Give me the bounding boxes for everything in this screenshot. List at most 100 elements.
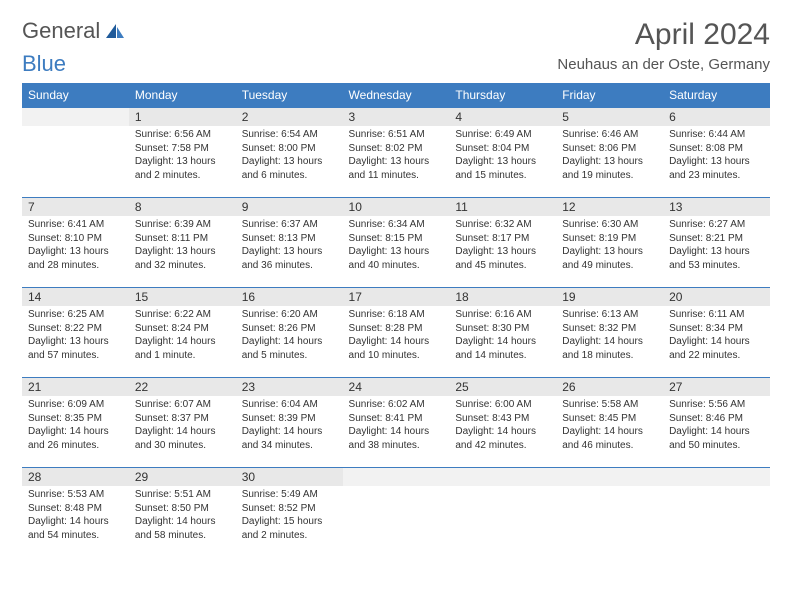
day-number: 28 (22, 467, 129, 486)
sunset-text: Sunset: 8:39 PM (242, 412, 337, 426)
day-number: 1 (129, 107, 236, 126)
day-number: 23 (236, 377, 343, 396)
day-number-empty (663, 467, 770, 486)
location: Neuhaus an der Oste, Germany (557, 56, 770, 73)
day-details: Sunrise: 6:41 AMSunset: 8:10 PMDaylight:… (22, 216, 129, 276)
day-details: Sunrise: 6:25 AMSunset: 8:22 PMDaylight:… (22, 306, 129, 366)
day-details: Sunrise: 6:07 AMSunset: 8:37 PMDaylight:… (129, 396, 236, 456)
daylight-text: Daylight: 13 hours and 28 minutes. (28, 245, 123, 272)
sunrise-text: Sunrise: 6:51 AM (349, 128, 444, 142)
daylight-text: Daylight: 13 hours and 6 minutes. (242, 155, 337, 182)
sunrise-text: Sunrise: 6:39 AM (135, 218, 230, 232)
weekday-header: Tuesday (236, 83, 343, 107)
day-number: 10 (343, 197, 450, 216)
day-number: 21 (22, 377, 129, 396)
daylight-text: Daylight: 14 hours and 5 minutes. (242, 335, 337, 362)
sunrise-text: Sunrise: 6:04 AM (242, 398, 337, 412)
day-number: 27 (663, 377, 770, 396)
day-number: 2 (236, 107, 343, 126)
daylight-text: Daylight: 14 hours and 50 minutes. (669, 425, 764, 452)
sunrise-text: Sunrise: 6:27 AM (669, 218, 764, 232)
day-details: Sunrise: 5:53 AMSunset: 8:48 PMDaylight:… (22, 486, 129, 546)
sunrise-text: Sunrise: 6:09 AM (28, 398, 123, 412)
calendar-row: 1Sunrise: 6:56 AMSunset: 7:58 PMDaylight… (22, 107, 770, 197)
day-details: Sunrise: 6:30 AMSunset: 8:19 PMDaylight:… (556, 216, 663, 276)
calendar-cell: 15Sunrise: 6:22 AMSunset: 8:24 PMDayligh… (129, 287, 236, 377)
sunrise-text: Sunrise: 6:34 AM (349, 218, 444, 232)
weekday-header: Wednesday (343, 83, 450, 107)
day-number: 14 (22, 287, 129, 306)
daylight-text: Daylight: 14 hours and 1 minute. (135, 335, 230, 362)
calendar-cell: 18Sunrise: 6:16 AMSunset: 8:30 PMDayligh… (449, 287, 556, 377)
sunrise-text: Sunrise: 5:56 AM (669, 398, 764, 412)
day-details: Sunrise: 6:16 AMSunset: 8:30 PMDaylight:… (449, 306, 556, 366)
sunset-text: Sunset: 8:06 PM (562, 142, 657, 156)
day-number: 15 (129, 287, 236, 306)
day-number: 19 (556, 287, 663, 306)
day-details: Sunrise: 6:34 AMSunset: 8:15 PMDaylight:… (343, 216, 450, 276)
day-details: Sunrise: 6:54 AMSunset: 8:00 PMDaylight:… (236, 126, 343, 186)
day-details: Sunrise: 6:51 AMSunset: 8:02 PMDaylight:… (343, 126, 450, 186)
sunrise-text: Sunrise: 6:00 AM (455, 398, 550, 412)
day-details: Sunrise: 6:02 AMSunset: 8:41 PMDaylight:… (343, 396, 450, 456)
day-number: 26 (556, 377, 663, 396)
calendar-cell: 1Sunrise: 6:56 AMSunset: 7:58 PMDaylight… (129, 107, 236, 197)
logo-text-blue: Blue (22, 51, 102, 77)
day-number: 17 (343, 287, 450, 306)
sunset-text: Sunset: 8:52 PM (242, 502, 337, 516)
daylight-text: Daylight: 13 hours and 36 minutes. (242, 245, 337, 272)
calendar-cell: 22Sunrise: 6:07 AMSunset: 8:37 PMDayligh… (129, 377, 236, 467)
day-number: 5 (556, 107, 663, 126)
sunset-text: Sunset: 8:15 PM (349, 232, 444, 246)
calendar-row: 14Sunrise: 6:25 AMSunset: 8:22 PMDayligh… (22, 287, 770, 377)
logo-sail-icon (104, 22, 126, 40)
day-details: Sunrise: 6:04 AMSunset: 8:39 PMDaylight:… (236, 396, 343, 456)
weekday-header-row: Sunday Monday Tuesday Wednesday Thursday… (22, 83, 770, 107)
sunrise-text: Sunrise: 6:25 AM (28, 308, 123, 322)
day-details: Sunrise: 6:22 AMSunset: 8:24 PMDaylight:… (129, 306, 236, 366)
calendar-cell: 19Sunrise: 6:13 AMSunset: 8:32 PMDayligh… (556, 287, 663, 377)
calendar-cell (343, 467, 450, 557)
day-details: Sunrise: 5:58 AMSunset: 8:45 PMDaylight:… (556, 396, 663, 456)
day-number: 24 (343, 377, 450, 396)
weekday-header: Thursday (449, 83, 556, 107)
sunrise-text: Sunrise: 6:16 AM (455, 308, 550, 322)
day-details: Sunrise: 6:18 AMSunset: 8:28 PMDaylight:… (343, 306, 450, 366)
calendar-row: 21Sunrise: 6:09 AMSunset: 8:35 PMDayligh… (22, 377, 770, 467)
sunrise-text: Sunrise: 6:07 AM (135, 398, 230, 412)
sunrise-text: Sunrise: 6:18 AM (349, 308, 444, 322)
sunrise-text: Sunrise: 6:37 AM (242, 218, 337, 232)
calendar-table: Sunday Monday Tuesday Wednesday Thursday… (22, 83, 770, 557)
daylight-text: Daylight: 14 hours and 26 minutes. (28, 425, 123, 452)
daylight-text: Daylight: 14 hours and 14 minutes. (455, 335, 550, 362)
weekday-header: Sunday (22, 83, 129, 107)
day-details: Sunrise: 6:11 AMSunset: 8:34 PMDaylight:… (663, 306, 770, 366)
day-number-empty (343, 467, 450, 486)
sunset-text: Sunset: 8:34 PM (669, 322, 764, 336)
daylight-text: Daylight: 14 hours and 10 minutes. (349, 335, 444, 362)
day-details: Sunrise: 6:49 AMSunset: 8:04 PMDaylight:… (449, 126, 556, 186)
daylight-text: Daylight: 13 hours and 40 minutes. (349, 245, 444, 272)
day-details: Sunrise: 6:56 AMSunset: 7:58 PMDaylight:… (129, 126, 236, 186)
day-number: 7 (22, 197, 129, 216)
sunrise-text: Sunrise: 6:44 AM (669, 128, 764, 142)
weekday-header: Monday (129, 83, 236, 107)
calendar-cell: 25Sunrise: 6:00 AMSunset: 8:43 PMDayligh… (449, 377, 556, 467)
day-number: 4 (449, 107, 556, 126)
calendar-cell: 23Sunrise: 6:04 AMSunset: 8:39 PMDayligh… (236, 377, 343, 467)
day-details: Sunrise: 6:46 AMSunset: 8:06 PMDaylight:… (556, 126, 663, 186)
day-number: 29 (129, 467, 236, 486)
calendar-cell: 28Sunrise: 5:53 AMSunset: 8:48 PMDayligh… (22, 467, 129, 557)
daylight-text: Daylight: 13 hours and 45 minutes. (455, 245, 550, 272)
daylight-text: Daylight: 14 hours and 38 minutes. (349, 425, 444, 452)
calendar-cell: 27Sunrise: 5:56 AMSunset: 8:46 PMDayligh… (663, 377, 770, 467)
sunset-text: Sunset: 8:41 PM (349, 412, 444, 426)
sunrise-text: Sunrise: 6:13 AM (562, 308, 657, 322)
sunset-text: Sunset: 8:11 PM (135, 232, 230, 246)
calendar-cell: 20Sunrise: 6:11 AMSunset: 8:34 PMDayligh… (663, 287, 770, 377)
calendar-cell (663, 467, 770, 557)
calendar-cell: 8Sunrise: 6:39 AMSunset: 8:11 PMDaylight… (129, 197, 236, 287)
day-number: 20 (663, 287, 770, 306)
calendar-cell: 2Sunrise: 6:54 AMSunset: 8:00 PMDaylight… (236, 107, 343, 197)
sunrise-text: Sunrise: 6:11 AM (669, 308, 764, 322)
